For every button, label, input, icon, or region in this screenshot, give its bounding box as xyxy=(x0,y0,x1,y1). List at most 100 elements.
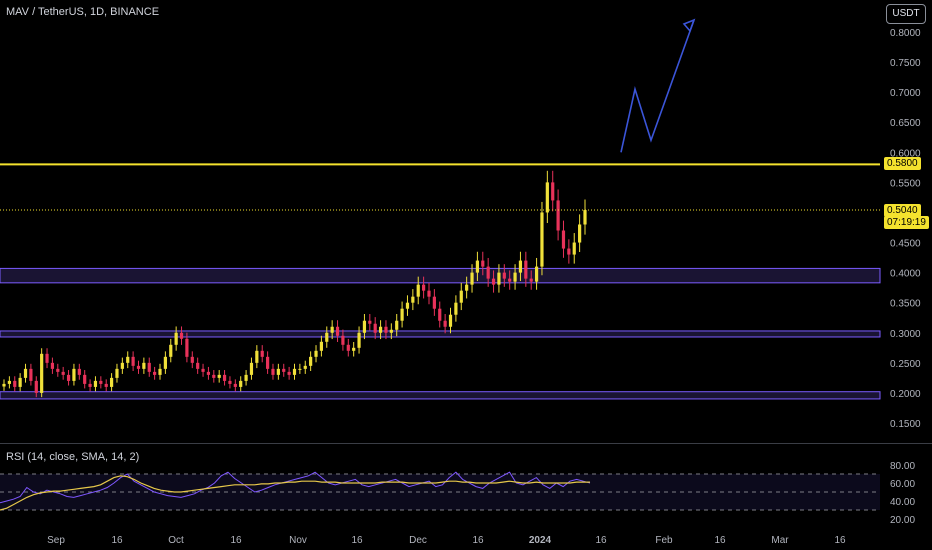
rsi-ma-line xyxy=(0,475,590,511)
candle-body xyxy=(99,380,103,384)
candle-body xyxy=(222,374,227,381)
candle-body xyxy=(45,353,49,363)
candle-body xyxy=(432,296,436,309)
candle-body xyxy=(249,362,254,375)
candle-body xyxy=(325,332,329,342)
candle-body xyxy=(400,308,404,321)
candle-body xyxy=(335,326,340,336)
candle-body xyxy=(50,362,55,369)
candle-body xyxy=(61,371,65,375)
candle-body xyxy=(196,362,200,369)
price-axis-label: 0.1500 xyxy=(890,419,921,430)
candle-body xyxy=(228,380,232,384)
candle-body xyxy=(88,383,92,387)
candle-body xyxy=(292,368,297,375)
candle-body xyxy=(126,356,130,363)
candle-body xyxy=(104,383,108,387)
time-axis-label: Feb xyxy=(655,535,673,546)
time-axis-label: 2024 xyxy=(529,535,552,546)
candle-body xyxy=(319,341,323,351)
time-axis-label: 16 xyxy=(834,535,846,546)
candle-body xyxy=(540,212,544,267)
candle-body xyxy=(276,368,280,375)
price-axis-label: 0.6500 xyxy=(890,118,921,129)
candle-body xyxy=(443,320,447,327)
candle-body xyxy=(109,377,114,387)
price-axis-label: 0.5500 xyxy=(890,178,921,189)
rsi-axis-label: 20.00 xyxy=(890,515,915,526)
candle-body xyxy=(174,332,178,345)
candle-body xyxy=(395,320,399,330)
resistance-price-tag: 0.5800 xyxy=(884,157,921,170)
candle-body xyxy=(384,326,388,333)
candle-body xyxy=(282,368,286,372)
candle-body xyxy=(239,380,243,387)
candle-body xyxy=(330,326,334,333)
price-axis-label: 0.8000 xyxy=(890,28,921,39)
candle-body xyxy=(153,371,157,375)
candle-body xyxy=(411,296,415,303)
price-axis-label: 0.7000 xyxy=(890,88,921,99)
time-axis-label: Sep xyxy=(47,535,65,546)
candle-body xyxy=(244,374,248,381)
candle-body xyxy=(352,347,356,351)
candle-body xyxy=(7,380,11,384)
candle-body xyxy=(163,356,167,369)
price-axis-label: 0.3500 xyxy=(890,299,921,310)
candle-body xyxy=(93,380,98,387)
candle-body xyxy=(212,374,216,378)
candle-body xyxy=(260,350,264,357)
support-zone xyxy=(0,330,881,338)
price-axis-label: 0.7500 xyxy=(890,58,921,69)
rsi-indicator-label: RSI (14, close, SMA, 14, 2) xyxy=(6,451,140,463)
candle-body xyxy=(561,230,566,249)
candle-body xyxy=(309,356,313,366)
rsi-panel: 80.00 60.00 40.00 20.00 xyxy=(0,461,915,526)
projection-arrow[interactable] xyxy=(620,19,695,153)
candle-body xyxy=(287,371,291,375)
candle-body xyxy=(465,284,469,291)
candle-body xyxy=(454,302,458,315)
candle-body xyxy=(23,368,28,378)
candle-body xyxy=(2,383,6,387)
candle-body xyxy=(77,368,81,375)
time-axis[interactable]: Sep 16 Oct 16 Nov 16 Dec 16 2024 16 Feb 16 Mar 16 xyxy=(47,535,846,546)
time-axis-label: 16 xyxy=(472,535,484,546)
candle-body xyxy=(158,368,162,375)
candle-body xyxy=(298,368,302,370)
time-axis-label: Nov xyxy=(289,535,307,546)
candle-body xyxy=(368,320,372,324)
candlestick-series xyxy=(2,170,587,398)
candle-body xyxy=(66,374,71,381)
candle-body xyxy=(470,272,474,285)
candle-body xyxy=(357,332,361,348)
candle-body xyxy=(185,338,189,357)
candle-body xyxy=(567,248,571,255)
candle-body xyxy=(481,260,485,267)
time-axis-label: 16 xyxy=(714,535,726,546)
candle-body xyxy=(362,320,367,333)
support-zone xyxy=(0,391,881,400)
currency-button[interactable]: USDT xyxy=(886,4,926,24)
candle-body xyxy=(416,284,420,297)
candle-body xyxy=(459,290,463,303)
candle-body xyxy=(427,290,431,297)
rsi-line xyxy=(0,471,591,504)
time-axis-label: Mar xyxy=(771,535,789,546)
rsi-axis-label: 80.00 xyxy=(890,461,915,472)
candle-body xyxy=(405,302,410,309)
support-zones xyxy=(0,267,881,400)
candle-body xyxy=(583,210,587,225)
candle-body xyxy=(551,182,555,201)
pane-divider[interactable] xyxy=(0,443,932,444)
candle-body xyxy=(448,314,453,327)
candle-body xyxy=(545,182,549,213)
time-axis-label: 16 xyxy=(351,535,363,546)
candle-body xyxy=(314,350,318,357)
price-axis[interactable]: 0.8000 0.7500 0.7000 0.6500 0.6000 0.5500 0.45… xyxy=(890,28,921,430)
candle-body xyxy=(502,272,506,279)
candle-body xyxy=(438,308,442,321)
arrow-head-icon xyxy=(682,18,696,33)
candle-body xyxy=(206,371,211,375)
